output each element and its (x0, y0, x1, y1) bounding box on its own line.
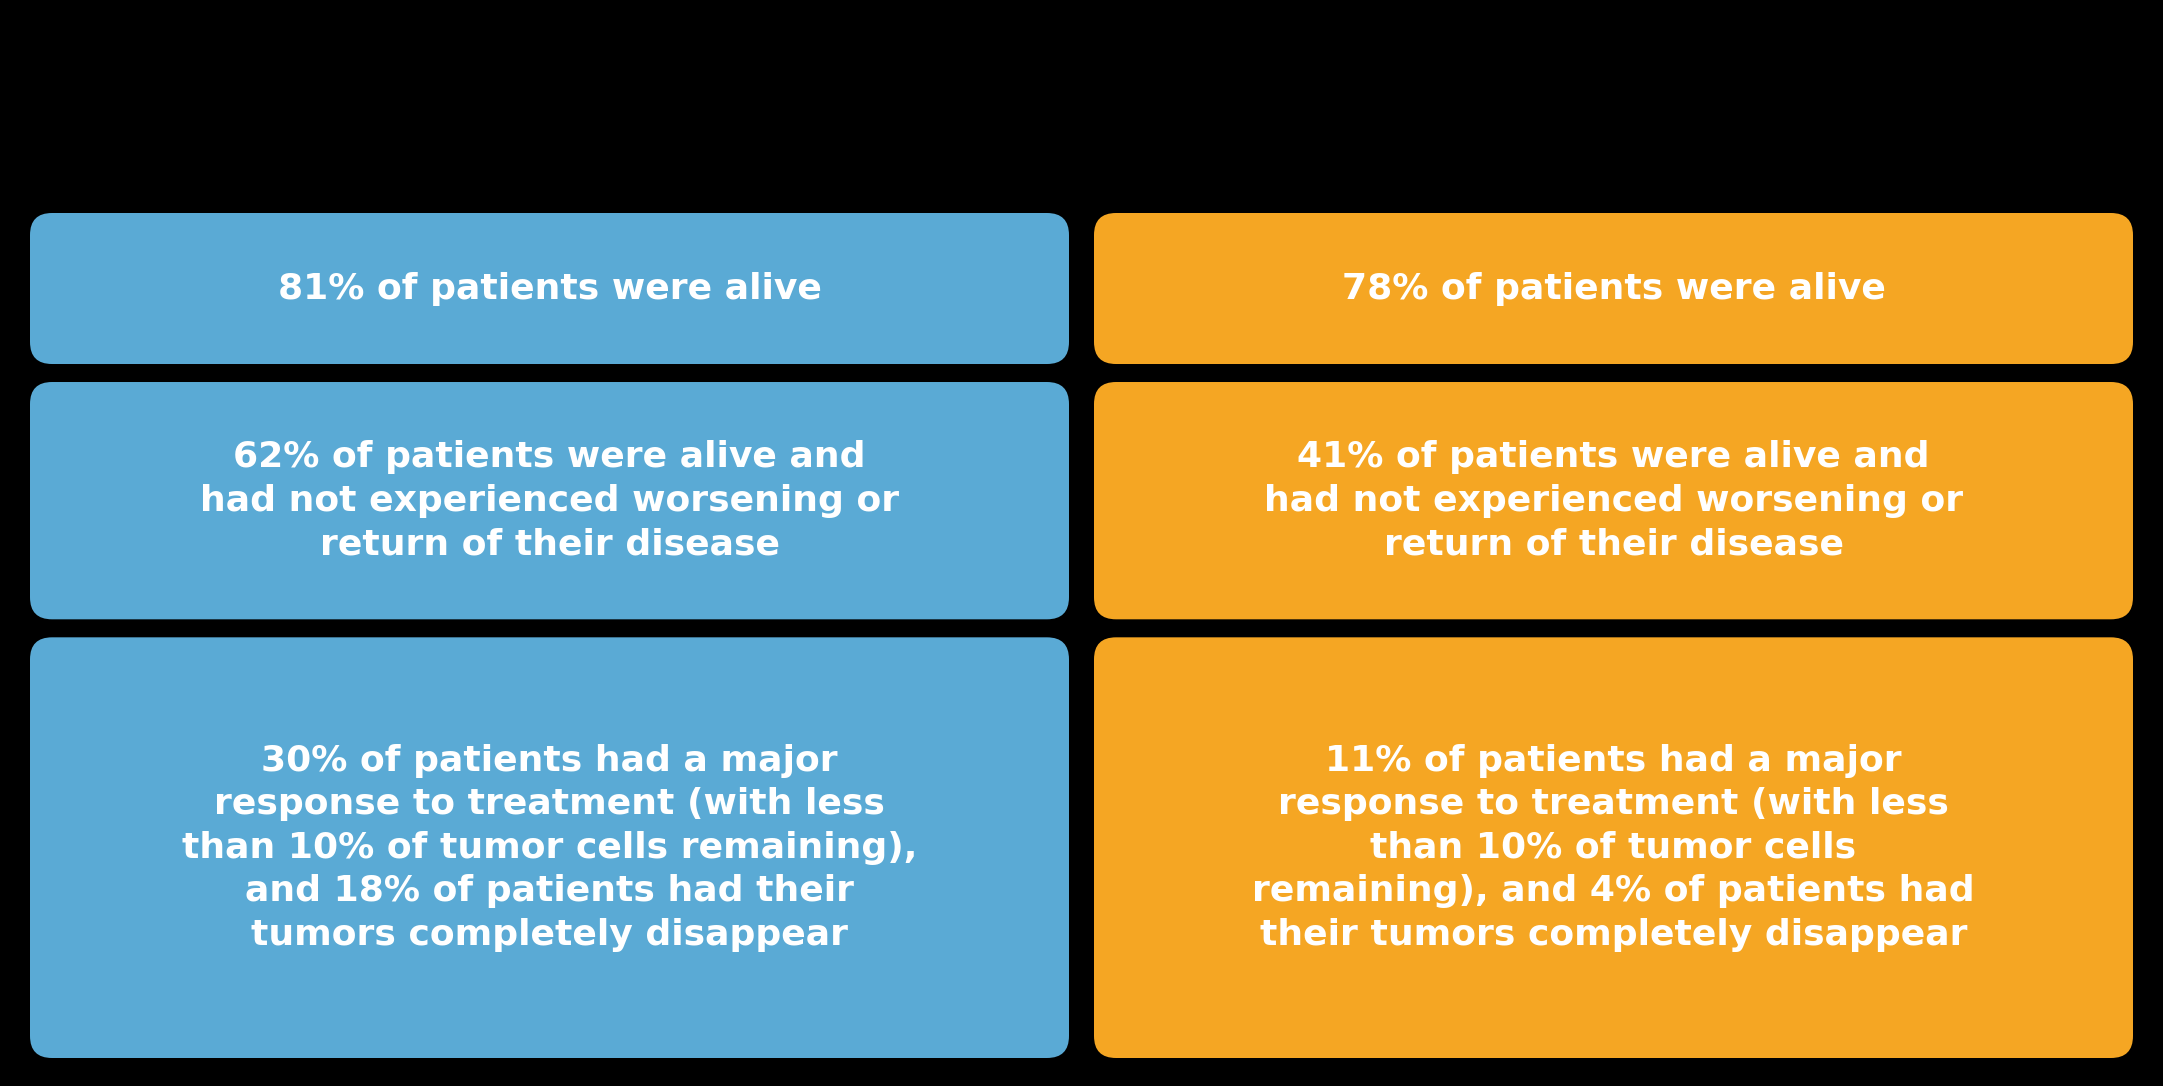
FancyBboxPatch shape (1094, 637, 2133, 1058)
FancyBboxPatch shape (30, 213, 1069, 364)
FancyBboxPatch shape (1094, 213, 2133, 364)
Text: 62% of patients were alive and
had not experienced worsening or
return of their : 62% of patients were alive and had not e… (199, 440, 900, 561)
Text: 41% of patients were alive and
had not experienced worsening or
return of their : 41% of patients were alive and had not e… (1263, 440, 1964, 561)
FancyBboxPatch shape (1094, 382, 2133, 619)
Text: 11% of patients had a major
response to treatment (with less
than 10% of tumor c: 11% of patients had a major response to … (1252, 744, 1975, 951)
Text: 81% of patients were alive: 81% of patients were alive (277, 272, 822, 305)
FancyBboxPatch shape (30, 382, 1069, 619)
Text: 78% of patients were alive: 78% of patients were alive (1341, 272, 1886, 305)
FancyBboxPatch shape (30, 637, 1069, 1058)
Text: 30% of patients had a major
response to treatment (with less
than 10% of tumor c: 30% of patients had a major response to … (182, 744, 917, 951)
